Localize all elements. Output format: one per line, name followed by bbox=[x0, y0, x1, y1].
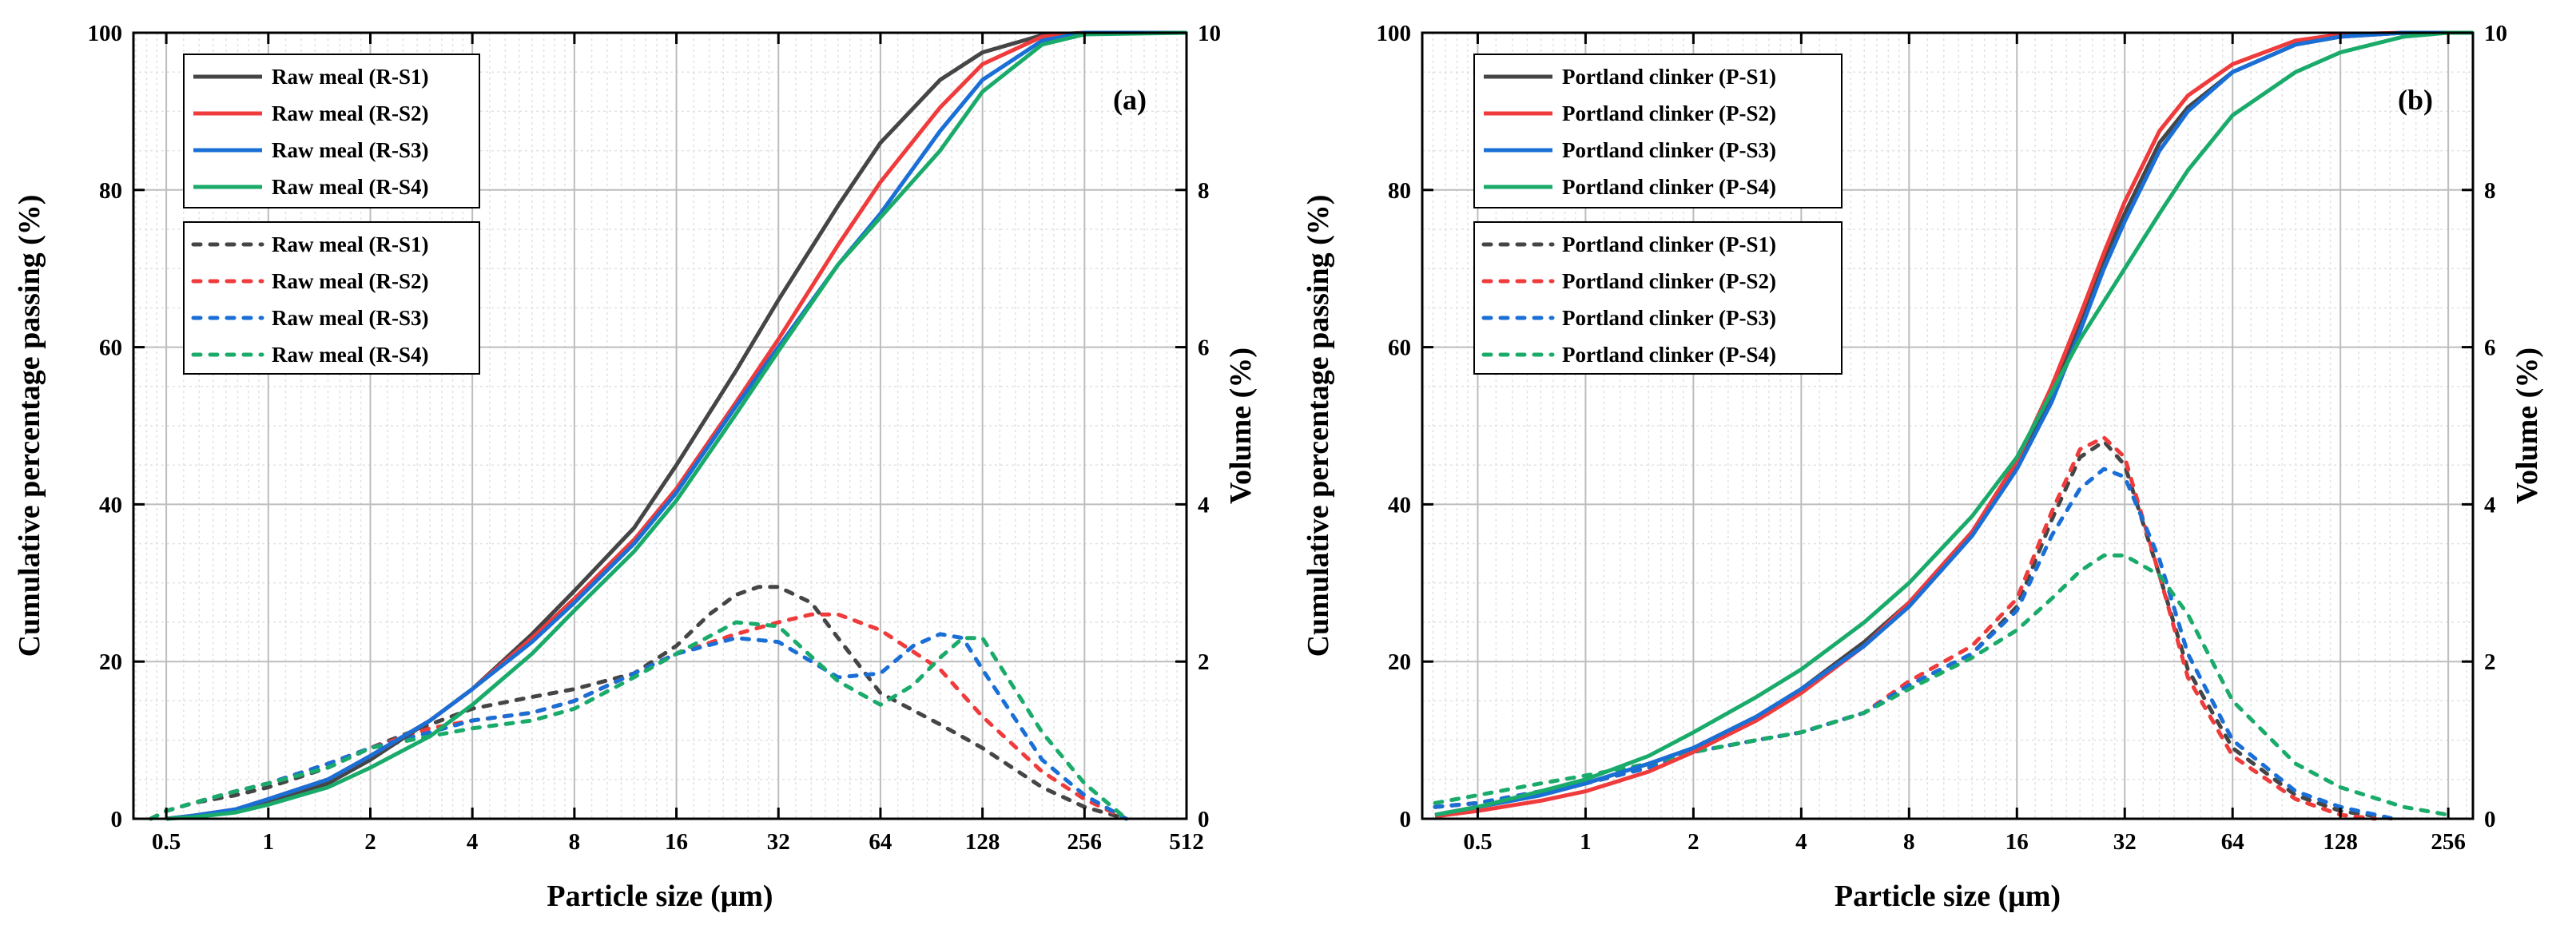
y-tick-label-left: 40 bbox=[99, 492, 122, 518]
y-tick-label-left: 100 bbox=[1377, 21, 1412, 46]
y-tick-label-right: 10 bbox=[1198, 21, 1221, 46]
volume-line-s3 bbox=[1433, 466, 2395, 821]
legend-entry: Raw meal (R-S3) bbox=[272, 306, 428, 330]
legend-entry: Portland clinker (P-S4) bbox=[1562, 175, 1776, 199]
chart-panel-b: 0.5 1 2 4 8 16 32 64 128 256 0 20 40 60 80 100 0 2 4 6 8 10 Pa… bbox=[1302, 21, 2544, 913]
legend-box bbox=[1473, 54, 1843, 208]
plot-frame bbox=[132, 31, 1188, 820]
y-tick-label-right: 10 bbox=[2484, 21, 2507, 46]
legend-box bbox=[1473, 221, 1843, 375]
volume-line-s1 bbox=[149, 585, 1129, 821]
tick-marks bbox=[1422, 31, 2473, 820]
x-axis-title: Particle size (μm) bbox=[1835, 879, 2061, 913]
y-axis-title-left: Cumulative percentage passing (%) bbox=[1302, 195, 1335, 657]
legend-box bbox=[183, 54, 480, 208]
y-tick-label-left: 40 bbox=[1388, 492, 1411, 518]
x-tick-label: 1 bbox=[263, 829, 275, 855]
y-axis-title-left: Cumulative percentage passing (%) bbox=[13, 195, 46, 657]
legend-box bbox=[183, 221, 480, 375]
legend-entry: Portland clinker (P-S2) bbox=[1562, 101, 1776, 125]
legend-cumulative: Raw meal (R-S1) Raw meal (R-S2) Raw meal (… bbox=[183, 54, 480, 208]
tick-marks bbox=[133, 31, 1188, 820]
x-axis-title: Particle size (μm) bbox=[547, 879, 773, 913]
y-axis-title-right: Volume (%) bbox=[1224, 347, 1258, 504]
y-tick-label-left: 0 bbox=[1400, 807, 1412, 832]
x-tick-label: 128 bbox=[965, 829, 1000, 855]
cumulative-line-s4 bbox=[165, 30, 1187, 821]
panel-label: (a) bbox=[1113, 84, 1147, 116]
volume-line-s1 bbox=[1433, 439, 2395, 821]
legend-entry: Raw meal (R-S1) bbox=[272, 232, 428, 256]
cumulative-line-s1 bbox=[165, 30, 1187, 821]
y-tick-label-right: 4 bbox=[2484, 492, 2496, 518]
legend-entry: Portland clinker (P-S3) bbox=[1562, 138, 1776, 162]
y-tick-label-right: 6 bbox=[2484, 335, 2496, 361]
y-tick-label-right: 0 bbox=[2484, 807, 2496, 832]
cumulative-line-s2 bbox=[1434, 30, 2473, 819]
x-tick-label: 512 bbox=[1169, 829, 1204, 855]
legend-entry: Raw meal (R-S2) bbox=[272, 101, 428, 125]
legend-entry: Raw meal (R-S2) bbox=[272, 269, 428, 293]
legend-volume: Portland clinker (P-S1) Portland clinker … bbox=[1473, 221, 1843, 375]
x-tick-label: 0.5 bbox=[1463, 829, 1492, 855]
chart-panel-a: 0.5 1 2 4 8 16 32 64 128 256 512020406080100024681… bbox=[13, 21, 1258, 913]
y-tick-label-right: 2 bbox=[2484, 649, 2496, 675]
panel-label: (b) bbox=[2398, 84, 2433, 116]
legend-entry: Raw meal (R-S3) bbox=[272, 138, 428, 162]
cumulative-line-s4 bbox=[1434, 30, 2473, 817]
legend-entry: Raw meal (R-S4) bbox=[272, 175, 428, 199]
legend-entry: Portland clinker (P-S4) bbox=[1562, 343, 1776, 367]
y-tick-label-right: 8 bbox=[2484, 178, 2496, 204]
x-tick-label: 2 bbox=[1688, 829, 1699, 855]
cumulative-line-s3 bbox=[165, 30, 1187, 821]
x-tick-label: 1 bbox=[1580, 829, 1592, 855]
x-tick-label: 64 bbox=[869, 829, 892, 855]
cumulative-line-s3 bbox=[1434, 30, 2473, 817]
x-tick-label: 0.5 bbox=[152, 829, 181, 855]
y-tick-label-right: 0 bbox=[1198, 807, 1210, 832]
x-tick-label: 2 bbox=[364, 829, 376, 855]
plot-frame bbox=[1421, 31, 2475, 820]
legend-entry: Portland clinker (P-S2) bbox=[1562, 269, 1776, 293]
minor-grid bbox=[133, 33, 1187, 819]
x-tick-label: 16 bbox=[665, 829, 688, 855]
y-tick-label-right: 2 bbox=[1198, 649, 1210, 675]
legend-entry: Portland clinker (P-S3) bbox=[1562, 306, 1776, 330]
y-tick-label-left: 60 bbox=[99, 335, 122, 361]
legend-volume: Raw meal (R-S1) Raw meal (R-S2) Raw meal (… bbox=[183, 221, 480, 375]
x-tick-label: 64 bbox=[2221, 829, 2244, 855]
y-tick-label-left: 80 bbox=[1388, 178, 1411, 204]
legend-entry: Portland clinker (P-S1) bbox=[1562, 232, 1776, 256]
y-tick-label-left: 100 bbox=[88, 21, 123, 46]
legend-entry: Raw meal (R-S1) bbox=[272, 65, 428, 89]
y-tick-label-left: 60 bbox=[1388, 335, 1411, 361]
x-tick-label: 32 bbox=[767, 829, 790, 855]
x-tick-label: 8 bbox=[1903, 829, 1915, 855]
y-tick-label-left: 80 bbox=[99, 178, 122, 204]
y-tick-label-right: 6 bbox=[1198, 335, 1210, 361]
x-tick-label: 256 bbox=[2431, 829, 2466, 855]
y-tick-label-left: 20 bbox=[99, 649, 122, 675]
legend-entry: Raw meal (R-S4) bbox=[272, 343, 428, 367]
legend-cumulative: Portland clinker (P-S1) Portland clinker … bbox=[1473, 54, 1843, 208]
x-tick-label: 256 bbox=[1067, 829, 1103, 855]
y-tick-label-right: 8 bbox=[1198, 178, 1210, 204]
x-tick-label: 16 bbox=[2006, 829, 2029, 855]
y-axis-title-right: Volume (%) bbox=[2510, 347, 2544, 504]
x-tick-label: 8 bbox=[569, 829, 581, 855]
legend-entry: Portland clinker (P-S1) bbox=[1562, 65, 1776, 89]
y-tick-label-right: 4 bbox=[1198, 492, 1210, 518]
x-tick-label: 128 bbox=[2323, 829, 2358, 855]
y-tick-label-left: 0 bbox=[111, 807, 123, 832]
volume-line-s4 bbox=[1433, 553, 2451, 817]
volume-line-s4 bbox=[149, 620, 1129, 821]
y-tick-label-left: 20 bbox=[1388, 649, 1411, 675]
x-tick-label: 32 bbox=[2113, 829, 2137, 855]
x-tick-label: 4 bbox=[1795, 829, 1807, 855]
x-tick-label: 4 bbox=[467, 829, 479, 855]
